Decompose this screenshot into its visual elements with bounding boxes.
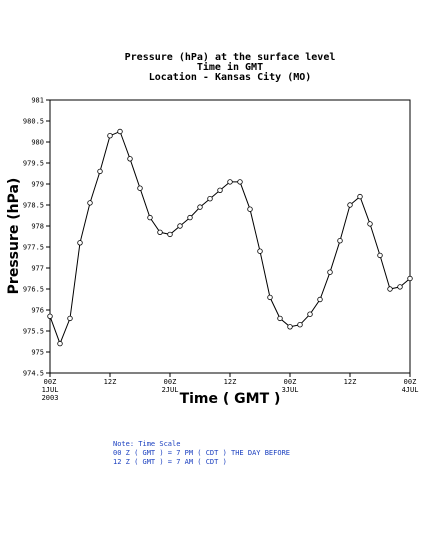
data-point <box>47 313 53 319</box>
x-tick-label: 00Z 2JUL <box>162 378 179 394</box>
data-point <box>167 231 173 238</box>
chart-title: Pressure (hPa) at the surface level <box>125 52 336 63</box>
data-point <box>237 179 243 185</box>
chart-title: Time in GMT <box>197 61 263 73</box>
data-point <box>77 240 83 246</box>
data-point <box>227 179 233 185</box>
note: 12 Z ( GMT ) = 7 AM ( CDT ) <box>113 458 227 466</box>
data-point <box>327 269 333 275</box>
data-point <box>307 311 313 317</box>
data-point <box>287 324 293 330</box>
data-point <box>97 168 103 175</box>
x-tick-label: 00Z 4JUL <box>402 378 419 394</box>
y-tick-label: 980 <box>31 139 44 147</box>
data-point <box>387 286 393 292</box>
data-point <box>297 322 303 328</box>
y-tick-label: 979.5 <box>23 160 44 168</box>
x-tick-label: 12Z <box>104 378 117 386</box>
y-tick-label: 974.5 <box>23 370 44 378</box>
y-axis-label: Pressure (hPa) <box>6 178 22 295</box>
y-tick-label: 979 <box>31 181 44 189</box>
x-axis-label: Time ( GMT ) <box>180 391 281 407</box>
data-point <box>177 223 183 229</box>
x-tick-label: 12Z <box>224 378 237 386</box>
data-point <box>317 296 323 303</box>
y-tick-label: 981 <box>31 97 44 105</box>
data-point <box>127 156 133 162</box>
y-tick-label: 980.5 <box>23 118 44 126</box>
data-point <box>337 237 343 244</box>
y-tick-label: 978 <box>31 223 44 231</box>
y-tick-label: 975.5 <box>23 328 44 336</box>
data-point <box>217 187 223 193</box>
data-point <box>347 202 353 208</box>
x-tick-label: 12Z <box>344 378 357 386</box>
y-tick-label: 978.5 <box>23 202 44 210</box>
x-tick-label: 00Z 3JUL <box>282 378 299 394</box>
data-point <box>377 252 383 259</box>
data-point <box>397 284 403 290</box>
data-point <box>277 315 283 322</box>
data-point <box>257 248 263 254</box>
y-tick-label: 976.5 <box>23 286 44 294</box>
plot-frame <box>49 99 411 374</box>
data-point <box>107 132 113 139</box>
data-point <box>357 193 363 200</box>
y-tick-label: 977 <box>31 265 44 273</box>
data-point <box>137 185 143 191</box>
chart-title: Location - Kansas City (MO) <box>149 71 312 83</box>
data-point <box>367 221 373 227</box>
data-point <box>207 195 213 202</box>
note: Note: Time Scale <box>113 440 180 448</box>
data-point <box>157 229 163 235</box>
note: 00 Z ( GMT ) = 7 PM ( CDT ) THE DAY BEFO… <box>113 449 290 457</box>
y-tick-label: 976 <box>31 307 44 315</box>
data-point <box>117 128 123 135</box>
data-point <box>187 214 193 221</box>
data-point <box>57 340 63 347</box>
data-point <box>247 206 253 212</box>
x-tick-label: 00Z 1JUL 2003 <box>42 378 59 402</box>
data-line <box>49 130 411 346</box>
y-tick-label: 975 <box>31 349 44 357</box>
data-point <box>67 315 73 322</box>
data-point <box>267 294 273 301</box>
y-tick-label: 977.5 <box>23 244 44 252</box>
data-point <box>87 200 93 206</box>
data-point <box>147 214 153 221</box>
data-point <box>407 275 413 282</box>
data-point <box>197 204 203 210</box>
